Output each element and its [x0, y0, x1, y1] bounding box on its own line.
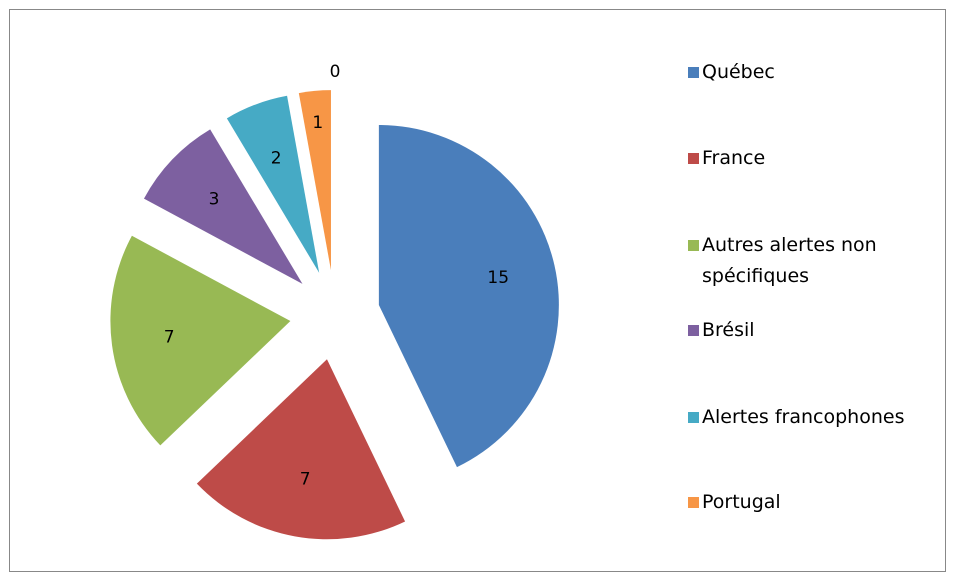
legend-label: Portugal — [702, 491, 781, 513]
legend-swatch — [688, 240, 699, 251]
pie-slice — [110, 235, 291, 446]
data-label: 1 — [312, 113, 323, 133]
legend-swatch — [688, 325, 699, 336]
legend-swatch — [688, 412, 699, 423]
legend-item: Brésil — [688, 315, 950, 346]
legend-item: France — [688, 143, 950, 174]
data-label: 7 — [164, 327, 175, 347]
data-label: 15 — [487, 268, 509, 288]
legend-item: Autres alertes non spécifiques — [688, 230, 950, 292]
data-label: 7 — [300, 470, 311, 490]
pie-slice — [378, 124, 559, 468]
pie-slice — [143, 129, 303, 284]
legend-label: France — [702, 147, 766, 169]
legend-swatch — [688, 153, 699, 164]
legend-swatch — [688, 67, 699, 78]
legend-swatch — [688, 497, 699, 508]
data-label: 0 — [330, 62, 341, 82]
legend-item: Portugal — [688, 487, 950, 518]
legend-item: Alertes francophones — [688, 402, 950, 433]
pie-slice — [298, 90, 331, 271]
legend-label: Autres alertes non spécifiques — [702, 234, 877, 287]
pie-slice — [196, 359, 406, 540]
legend-label: Québec — [702, 61, 775, 83]
legend-label: Brésil — [702, 319, 755, 341]
legend-label: Alertes francophones — [702, 406, 905, 428]
pie-slice — [226, 95, 320, 273]
data-label: 3 — [209, 189, 220, 209]
legend-item: Québec — [688, 57, 950, 88]
data-label: 2 — [271, 148, 282, 168]
chart-border — [9, 9, 946, 572]
